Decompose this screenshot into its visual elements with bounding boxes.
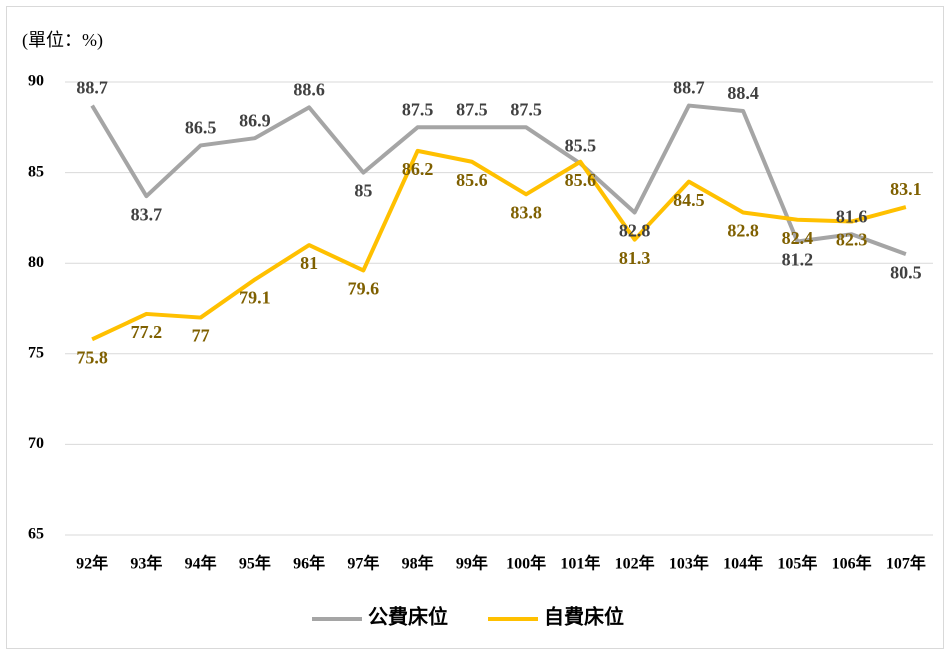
- y-tick-label: 70: [28, 435, 44, 452]
- data-label: 82.3: [836, 230, 868, 250]
- data-label: 86.9: [239, 110, 271, 130]
- data-label: 79.1: [239, 288, 271, 308]
- x-tick-label: 107年: [886, 554, 926, 573]
- data-label: 86.5: [185, 118, 217, 138]
- series-line: [91, 148, 907, 342]
- y-tick-label: 85: [28, 163, 44, 180]
- data-label: 83.8: [510, 202, 542, 222]
- y-tick-label: 65: [28, 526, 44, 543]
- data-label: 75.8: [76, 347, 108, 367]
- y-tick-label: 75: [28, 344, 44, 361]
- x-tick-label: 101年: [560, 554, 600, 573]
- x-tick-label: 99年: [456, 554, 488, 573]
- x-tick-label: 103年: [669, 554, 709, 573]
- x-tick-label: 104年: [723, 554, 763, 573]
- data-label: 77: [192, 326, 210, 346]
- data-label: 82.8: [727, 221, 759, 241]
- data-label: 83.1: [890, 179, 922, 199]
- data-label: 88.6: [293, 79, 325, 99]
- data-label: 81.3: [619, 248, 651, 268]
- data-label: 88.7: [76, 78, 108, 98]
- data-label: 85.6: [456, 170, 488, 190]
- data-label: 85.6: [565, 170, 597, 190]
- x-tick-label: 96年: [293, 554, 325, 573]
- x-tick-label: 98年: [402, 554, 434, 573]
- data-label: 85.5: [565, 136, 597, 156]
- legend-label: 公費床位: [368, 605, 448, 629]
- data-label: 88.4: [727, 83, 759, 103]
- y-tick-label: 90: [28, 73, 44, 90]
- x-tick-label: 100年: [506, 554, 546, 573]
- x-tick-label: 92年: [76, 554, 108, 573]
- legend-label: 自費床位: [544, 605, 624, 629]
- x-tick-label: 105年: [777, 554, 817, 573]
- data-label: 84.5: [673, 190, 705, 210]
- x-tick-label: 106年: [832, 554, 872, 573]
- x-tick-label: 95年: [239, 554, 271, 573]
- data-label: 77.2: [131, 322, 163, 342]
- x-tick-label: 102年: [615, 554, 655, 573]
- data-label: 79.6: [348, 279, 380, 299]
- data-label: 87.5: [456, 99, 488, 119]
- data-label: 81: [300, 253, 318, 273]
- data-label: 86.2: [402, 159, 434, 179]
- data-label: 81.6: [836, 206, 868, 226]
- x-tick-label: 97年: [347, 554, 379, 573]
- data-label: 87.5: [510, 99, 542, 119]
- data-label: 85: [354, 181, 372, 201]
- y-tick-label: 80: [28, 254, 44, 271]
- data-label: 88.7: [673, 78, 705, 98]
- data-label: 82.8: [619, 221, 651, 241]
- data-label: 82.4: [782, 228, 814, 248]
- x-tick-label: 93年: [130, 554, 162, 573]
- data-label: 87.5: [402, 99, 434, 119]
- data-label: 83.7: [131, 204, 163, 224]
- series-line: [90, 103, 907, 257]
- data-label: 81.2: [782, 250, 814, 270]
- x-tick-label: 94年: [185, 554, 217, 573]
- unit-label: (單位：%): [22, 30, 103, 51]
- data-label: 80.5: [890, 262, 922, 282]
- chart-frame: [6, 6, 944, 649]
